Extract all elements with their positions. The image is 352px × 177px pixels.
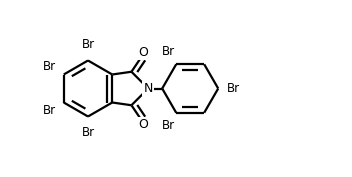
Text: Br: Br: [43, 60, 56, 73]
Text: Br: Br: [162, 119, 175, 132]
Text: Br: Br: [43, 104, 56, 117]
Text: N: N: [144, 82, 153, 95]
Text: Br: Br: [227, 82, 240, 95]
Text: O: O: [138, 118, 147, 132]
Text: O: O: [138, 45, 147, 59]
Text: Br: Br: [81, 38, 95, 51]
Text: Br: Br: [162, 45, 175, 58]
Text: Br: Br: [81, 126, 95, 139]
